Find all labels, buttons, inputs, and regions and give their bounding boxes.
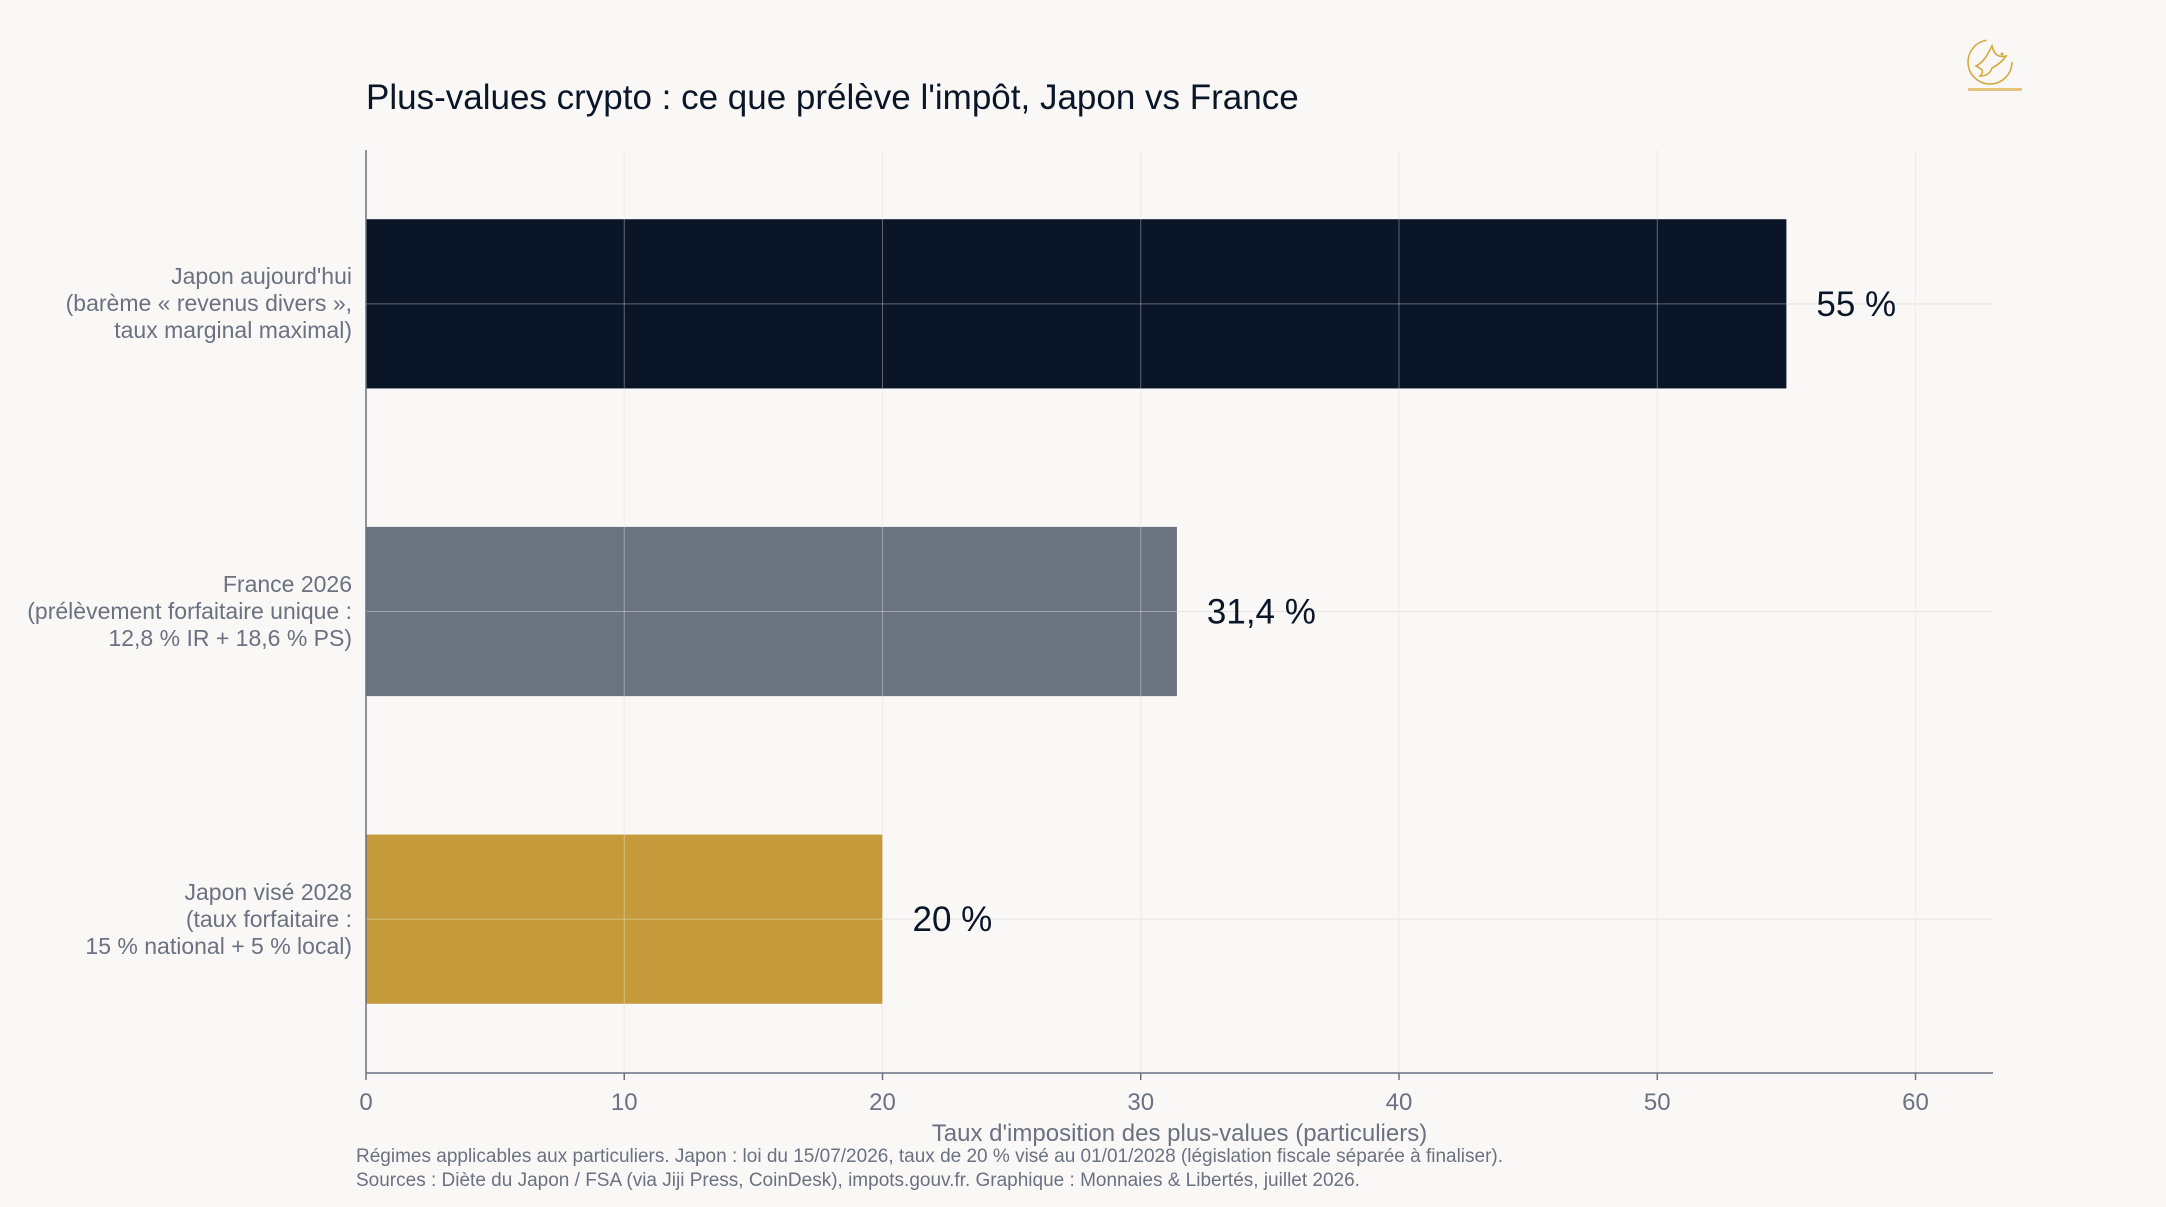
bar [366,219,1787,389]
bar [366,526,1177,697]
value-label: 20 % [913,900,993,939]
x-tick-label: 60 [1902,1089,1929,1116]
chart-title: Plus-values crypto : ce que prélève l'im… [366,78,1299,117]
category-label-line: Japon visé 2028 [184,878,352,905]
value-label: 31,4 % [1207,593,1316,632]
dove-logo-icon [1967,39,2022,91]
value-label: 55 % [1816,285,1896,324]
category-label: France 2026 (prélèvement forfaitaire uniq… [27,571,352,652]
category-label-line: Japon aujourd'hui [171,263,352,290]
category-label: Japon aujourd'hui (barème « revenus diver… [66,263,352,344]
footnote: Régimes applicables aux particuliers. Ja… [356,1146,1504,1167]
x-tick-label: 30 [1127,1089,1154,1116]
category-label-line: (taux forfaitaire : [185,905,352,932]
category-label: Japon visé 2028 (taux forfaitaire :15 % n… [85,879,352,960]
category-label-line: 15 % national + 5 % local) [85,932,352,959]
x-tick-label: 50 [1644,1089,1671,1116]
bar [366,834,883,1004]
category-label-line: (prélèvement forfaitaire unique : [27,598,352,624]
x-axis-label: Taux d'imposition des plus-values (parti… [932,1120,1427,1147]
category-label-line: 12,8 % IR + 18,6 % PS) [108,625,352,651]
x-tick-label: 0 [359,1089,372,1116]
source-note: Sources : Diète du Japon / FSA (via Jiji… [356,1170,1360,1191]
category-label-line: France 2026 [222,571,352,597]
category-label-line: (barème « revenus divers », [65,290,352,317]
category-label-line: taux marginal maximal) [114,317,352,344]
x-tick-label: 40 [1386,1089,1413,1116]
x-tick-label: 10 [611,1089,638,1116]
x-tick-label: 20 [869,1089,896,1116]
